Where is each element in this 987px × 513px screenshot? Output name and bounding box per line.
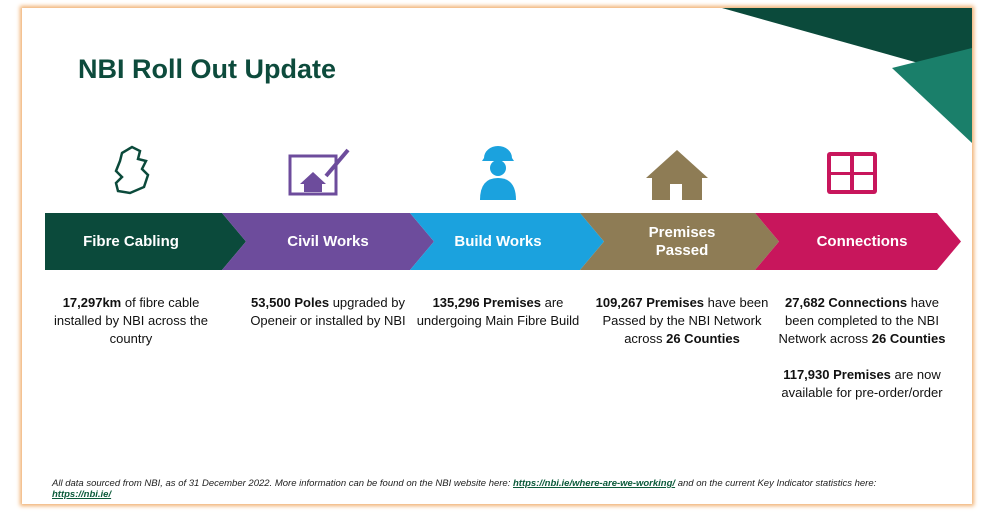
paragraph: 27,682 Connections have been completed t… (774, 294, 950, 348)
bold-text: 135,296 Premises (432, 295, 542, 310)
stage-label: Premises Passed (648, 223, 716, 259)
pane (854, 156, 873, 172)
paragraph: 109,267 Premises have been Passed by the… (594, 294, 770, 348)
footer: All data sourced from NBI, as of 31 Dece… (52, 478, 882, 500)
stage-description: 53,500 Poles upgraded by Openeir or inst… (240, 294, 416, 348)
text: of fibre cable installed by NBI across t… (54, 295, 208, 346)
pane (831, 156, 850, 172)
bold-text: 26 Counties (871, 331, 946, 346)
icons (114, 145, 877, 200)
stage-label: Civil Works (287, 232, 369, 250)
bold-text: 117,930 Premises (783, 367, 891, 382)
plan-pencil (324, 148, 350, 178)
paragraph: 135,296 Premises are undergoing Main Fib… (410, 294, 586, 330)
corner-triangle (722, 8, 972, 78)
artwork (45, 8, 972, 270)
footer-link: https://nbi.ie/where-are-we-working/ (513, 478, 676, 489)
footer-link: https://nbi.ie/ (52, 489, 112, 500)
paragraph: 117,930 Premises are now available for p… (774, 366, 950, 402)
stage-label: Build Works (454, 232, 542, 250)
footer-text: All data sourced from NBI, as of 31 Dece… (52, 478, 513, 489)
worker-hat (482, 146, 514, 161)
house-shape (646, 150, 708, 200)
text: are undergoing Main Fibre Build (416, 295, 580, 328)
plan-icon (288, 148, 350, 196)
corner-triangle (892, 48, 972, 143)
bold-text: 109,267 Premises (595, 295, 705, 310)
stage-description: 109,267 Premises have been Passed by the… (594, 294, 770, 366)
bold-text: 53,500 Poles (251, 295, 330, 310)
bold-text: 27,682 Connections (785, 295, 908, 310)
stage-description: 135,296 Premises are undergoing Main Fib… (410, 294, 586, 348)
chevron (755, 213, 961, 270)
house-icon (646, 150, 708, 200)
stage-label: Fibre Cabling (83, 232, 179, 250)
pane (831, 175, 850, 190)
bold-text: 17,297km (62, 295, 122, 310)
worker-body (480, 178, 516, 200)
paragraph: 53,500 Poles upgraded by Openeir or inst… (240, 294, 416, 330)
stage-description: 17,297km of fibre cable installed by NBI… (43, 294, 219, 366)
text: are now available for pre-order/order (781, 367, 943, 400)
bold-text: 26 Counties (666, 331, 740, 346)
video-icon (827, 152, 877, 194)
footer-text: and on the current Key Indicator statist… (675, 478, 877, 489)
worker-icon (480, 146, 516, 200)
plan-house (300, 172, 326, 192)
paragraph: 17,297km of fibre cable installed by NBI… (43, 294, 219, 348)
stage-label: Connections (816, 232, 908, 250)
ireland-icon (114, 145, 150, 195)
text: have been Passed by the NBI Network acro… (602, 295, 769, 346)
slide: NBI Roll Out Update All data sourced fro… (22, 8, 972, 504)
chevron (580, 213, 779, 270)
pane (854, 175, 873, 190)
plan-frame (288, 154, 338, 196)
worker-head (490, 160, 506, 176)
chevron (45, 213, 246, 270)
chevron (222, 213, 434, 270)
stage-description: 27,682 Connections have been completed t… (774, 294, 950, 420)
text: have been completed to the NBI Network a… (778, 295, 939, 346)
text: upgraded by Openeir or installed by NBI (250, 295, 406, 328)
title: NBI Roll Out Update (78, 54, 336, 84)
house-door (670, 184, 682, 200)
chevron (410, 213, 604, 270)
